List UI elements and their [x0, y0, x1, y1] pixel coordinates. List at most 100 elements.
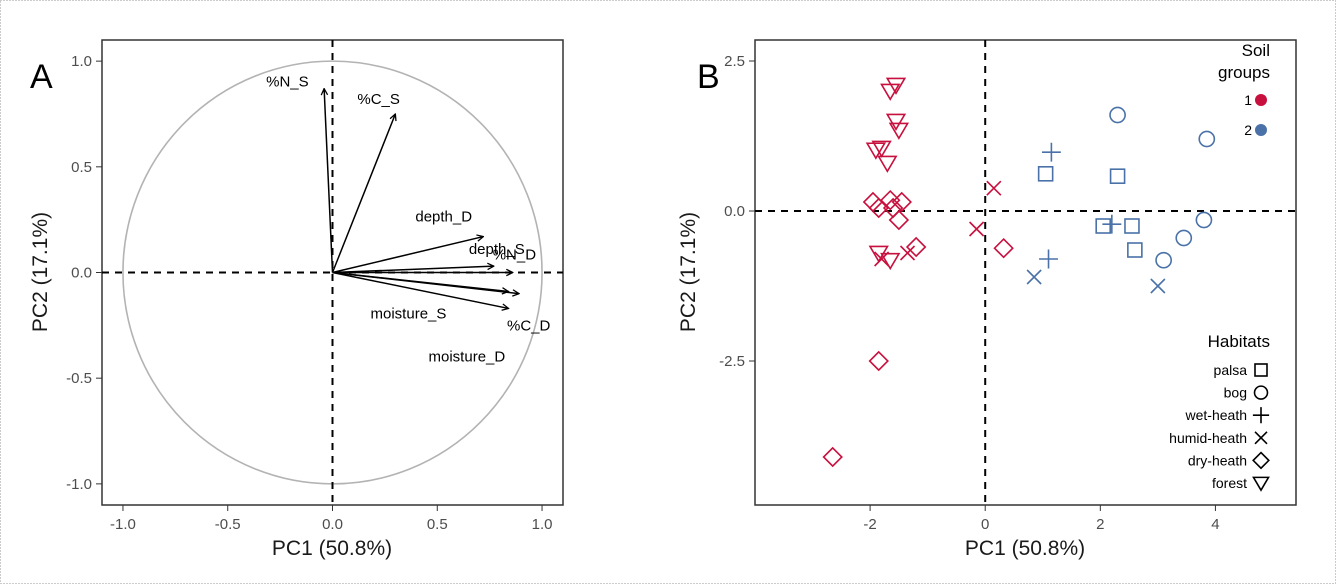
panel-a-y-tick-label: -0.5 — [66, 370, 92, 387]
panel-a-x-tick-label: 0.5 — [427, 516, 448, 533]
panel-a-x-ticks: -1.0 -0.5 0.0 0.5 1.0 — [110, 505, 552, 533]
score-point-wet-heath — [1039, 249, 1058, 269]
loading-arrow — [332, 266, 494, 274]
panel-b-x-ticks: -2 0 2 4 — [863, 505, 1220, 533]
score-point-forest — [888, 122, 910, 140]
loading-label: moisture_D — [429, 348, 506, 365]
score-point-humid-heath — [874, 251, 890, 267]
score-point-dry-heath — [868, 350, 889, 372]
score-point-humid-heath — [1150, 278, 1166, 294]
panel-a-letter: A — [30, 58, 53, 96]
loading-label: %N_S — [266, 74, 309, 91]
panel-b-plot-border — [754, 39, 1297, 506]
panel-b-letter: B — [697, 58, 720, 96]
habitat-legend-label: bog — [1224, 385, 1247, 401]
habitat-legend-triangle-down-icon — [1252, 476, 1270, 492]
score-point-bog — [1195, 211, 1213, 229]
habitats-legend: Habitats palsa bog wet-heath humid-heath dry… — [1169, 332, 1270, 492]
loading-label: %C_D — [507, 318, 551, 335]
score-point-forest — [871, 140, 892, 158]
habitats-legend-title: Habitats — [1208, 332, 1270, 351]
score-point-forest — [865, 142, 887, 160]
score-point-humid-heath — [1026, 269, 1042, 285]
score-point-dry-heath — [880, 189, 901, 211]
panel-b-score-plot: B -2 0 2 4 -2.5 0.0 2.5 PC1 (50.8%) PC2 (17.1… — [677, 39, 1297, 560]
soil-group-legend-swatch — [1255, 124, 1267, 136]
soil-groups-legend-title-line2: groups — [1218, 63, 1270, 82]
habitat-legend-cross-icon — [1254, 431, 1268, 445]
habitat-legend-label: humid-heath — [1169, 430, 1247, 446]
panel-a-y-tick-label: 0.5 — [71, 159, 92, 176]
score-point-dry-heath — [862, 191, 884, 213]
score-point-bog — [1175, 229, 1193, 247]
score-point-bog — [1109, 106, 1126, 124]
score-point-dry-heath — [891, 191, 912, 213]
habitat-legend-label: palsa — [1214, 362, 1248, 378]
soil-group-legend-label: 2 — [1244, 122, 1252, 138]
score-point-palsa — [1127, 242, 1143, 258]
score-point-wet-heath — [1041, 142, 1061, 162]
panel-a-y-axis-title: PC2 (17.1%) — [29, 212, 52, 332]
score-point-humid-heath — [969, 221, 985, 237]
panel-b-x-tick-label: -2 — [863, 516, 876, 533]
panel-a-y-tick-label: 1.0 — [71, 53, 92, 70]
loading-label: depth_S — [469, 241, 525, 258]
panel-a-y-ticks: -1.0 -0.5 0.0 0.5 1.0 — [66, 53, 102, 493]
panel-b-y-tick-label: -2.5 — [719, 353, 745, 370]
soil-groups-legend-title-line1: Soil — [1242, 41, 1270, 60]
score-point-forest — [885, 77, 907, 95]
panel-b-y-tick-label: 0.0 — [724, 203, 745, 220]
score-point-palsa — [1109, 168, 1126, 184]
loading-arrow — [332, 271, 509, 309]
score-point-humid-heath — [899, 245, 916, 261]
loading-label: %N_D — [493, 247, 537, 264]
loading-arrow — [331, 114, 396, 273]
loading-label: depth_D — [415, 209, 472, 226]
soil-groups-legend: Soil groups 1 2 — [1218, 41, 1270, 138]
habitat-legend-diamond-icon — [1252, 451, 1270, 470]
soil-group-legend-swatch — [1255, 94, 1267, 106]
score-point-dry-heath — [905, 236, 927, 258]
panel-a-x-tick-label: -0.5 — [215, 516, 241, 533]
loading-arrow — [332, 271, 519, 294]
score-point-wet-heath — [1102, 214, 1122, 234]
panel-a-y-tick-label: 0.0 — [71, 265, 92, 282]
habitat-legend-label: dry-heath — [1188, 452, 1247, 468]
panel-b-x-tick-label: 0 — [981, 516, 989, 533]
panel-b-y-axis-title: PC2 (17.1%) — [677, 212, 700, 332]
habitat-legend-circle-icon — [1253, 385, 1269, 400]
score-point-dry-heath — [993, 237, 1014, 259]
score-point-forest — [880, 83, 901, 101]
loading-arrow — [324, 89, 334, 273]
panel-a-x-axis-title: PC1 (50.8%) — [272, 537, 392, 560]
loading-arrow — [332, 237, 484, 274]
score-point-bog — [1155, 251, 1172, 269]
score-point-palsa — [1095, 218, 1111, 234]
panel-a-x-tick-label: 0.0 — [322, 516, 343, 533]
panel-b-x-tick-label: 2 — [1096, 516, 1104, 533]
score-point-dry-heath — [888, 209, 910, 231]
soil-group-legend-label: 1 — [1244, 92, 1252, 108]
score-point-humid-heath — [986, 180, 1002, 196]
habitat-legend-square-icon — [1254, 363, 1268, 377]
score-point-palsa — [1037, 166, 1054, 182]
panel-b-x-axis-title: PC1 (50.8%) — [965, 537, 1085, 560]
panel-b-y-ticks: -2.5 0.0 2.5 — [719, 53, 755, 370]
habitat-legend-label: forest — [1212, 475, 1247, 491]
habitat-legend-plus-icon — [1252, 407, 1270, 424]
score-point-forest — [880, 252, 901, 271]
panel-b-x-tick-label: 4 — [1211, 516, 1219, 533]
score-point-dry-heath — [822, 446, 843, 468]
score-point-palsa — [1124, 218, 1140, 234]
panel-a-correlation-circle: A %N_S %C_S depth_D depth_S%N_D moisture_S %C… — [29, 39, 564, 560]
panel-a-plot-area: %N_S %C_S depth_D depth_S%N_D moisture_S %C_D… — [101, 39, 564, 506]
habitat-legend-label: wet-heath — [1185, 407, 1247, 423]
panel-b-plot-area — [754, 39, 1297, 506]
score-point-forest — [885, 113, 907, 131]
panel-a-x-tick-label: 1.0 — [532, 516, 553, 533]
panel-b-y-tick-label: 2.5 — [724, 53, 745, 70]
loading-label: %C_S — [357, 91, 400, 108]
score-point-bog — [1198, 130, 1216, 148]
